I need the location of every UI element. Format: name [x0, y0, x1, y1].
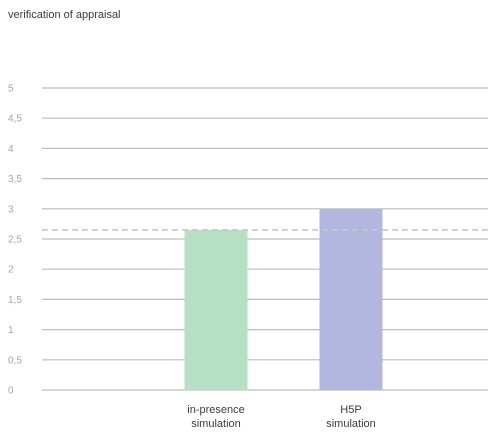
gridlines: [42, 87, 488, 391]
y-axis-ticks: 0 0,5 1 1,5 2 2,5 3 3,5 4 4,5 5: [8, 84, 22, 397]
x-category-label: simulation: [326, 418, 376, 430]
y-tick-label: 4,5: [8, 114, 22, 125]
bars: [184, 208, 383, 390]
bar: [184, 229, 248, 390]
x-category-label: simulation: [191, 418, 241, 430]
y-tick-label: 1,5: [8, 295, 22, 306]
x-category-label: H5P: [340, 404, 361, 416]
y-tick-label: 3: [8, 204, 14, 215]
x-category-label: in-presence: [187, 404, 244, 416]
y-tick-label: 0,5: [8, 355, 22, 366]
y-tick-label: 4: [8, 144, 14, 155]
y-tick-label: 1: [8, 325, 14, 336]
chart-title: verification of appraisal: [8, 9, 121, 21]
y-tick-label: 2,5: [8, 235, 22, 246]
y-tick-label: 3,5: [8, 174, 22, 185]
y-tick-label: 5: [8, 84, 14, 95]
y-tick-label: 2: [8, 265, 14, 276]
y-tick-label: 0: [8, 386, 14, 397]
bar: [319, 208, 383, 390]
x-axis-labels: in-presence simulation H5P simulation: [187, 404, 376, 430]
